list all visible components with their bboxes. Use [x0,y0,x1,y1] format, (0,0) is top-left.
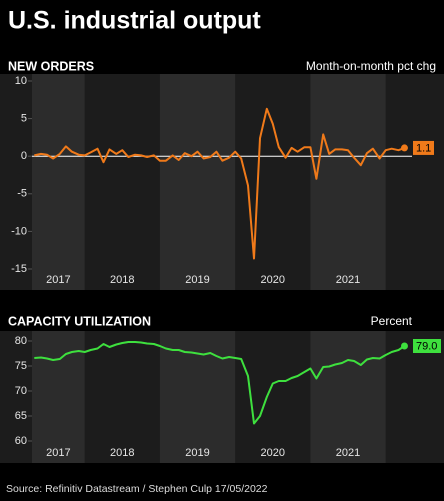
x-tick-label: 2020 [261,274,285,286]
page-title: U.S. industrial output [8,7,261,35]
y-tick-label: 10 [15,75,27,87]
year-band [310,331,386,463]
x-tick-label: 2021 [336,447,360,459]
year-band [159,331,236,463]
x-tick-label: 2018 [110,447,134,459]
data-line [34,341,406,425]
y-tick-label: 65 [15,410,27,422]
end-label-box [413,339,441,353]
y-tick-label: -15 [11,263,27,275]
panel-title: CAPACITY UTILIZATION [8,314,151,328]
x-tick-label: 2018 [110,274,134,286]
data-line [34,107,405,260]
x-tick-label: 2019 [185,274,209,286]
panel-title: NEW ORDERS [8,59,94,73]
y-tick-label: 5 [21,113,27,125]
year-band [159,74,236,290]
end-label: 79.0 [416,340,437,352]
end-label-box [413,140,434,155]
year-band [32,74,85,290]
x-tick-label: 2017 [46,447,70,459]
end-point [400,144,408,152]
y-tick-label: -10 [11,225,27,237]
year-band [32,331,85,463]
end-point [400,342,408,350]
y-tick-label: -5 [17,188,27,200]
y-tick-label: 75 [15,360,27,372]
x-tick-label: 2019 [185,447,209,459]
x-tick-label: 2021 [336,274,360,286]
y-axis-label: Percent [371,314,413,328]
y-tick-label: 80 [15,335,27,347]
x-tick-label: 2020 [261,447,285,459]
year-band [310,74,386,290]
source: Source: Refinitiv Datastream / Stephen C… [6,483,268,495]
x-tick-label: 2017 [46,274,70,286]
y-axis-label: Month-on-month pct chg [306,59,436,73]
y-tick-label: 70 [15,385,27,397]
y-tick-label: 0 [21,150,27,162]
y-tick-label: 60 [15,435,27,447]
end-label: 1.1 [416,142,431,154]
